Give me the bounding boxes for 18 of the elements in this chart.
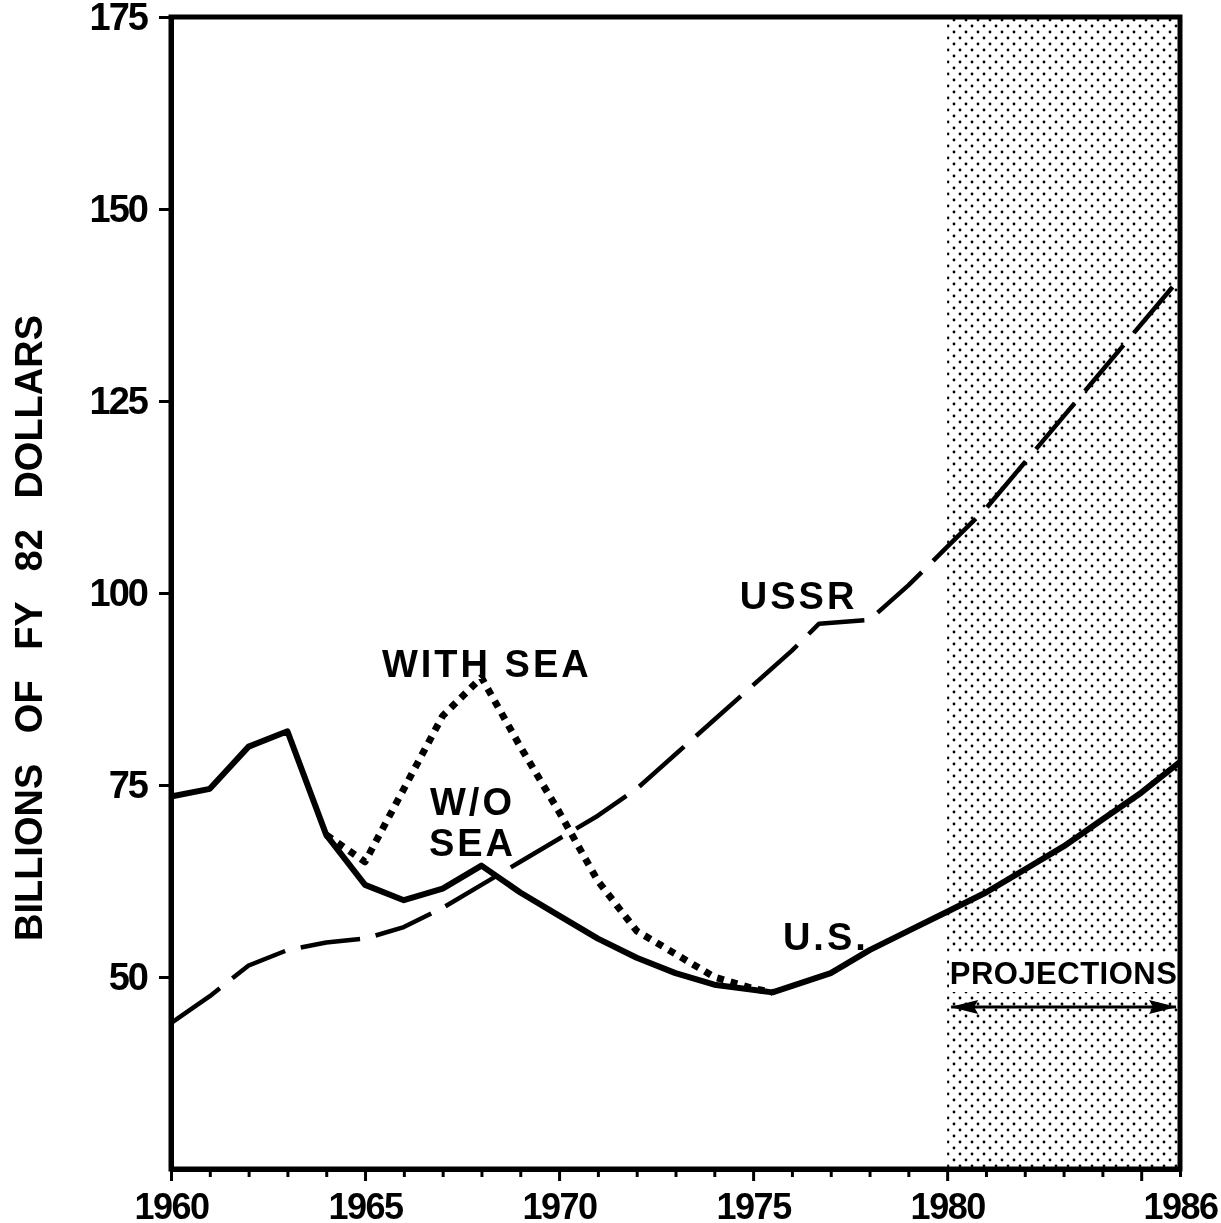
x-tick-label: 1975 <box>716 1186 793 1223</box>
y-tick-label: 100 <box>89 571 148 614</box>
y-tick-label: 75 <box>108 763 149 806</box>
annotation: W/O SEA <box>428 780 517 864</box>
y-axis-title: BILLIONS OF FY 82 DOLLARS <box>8 314 50 942</box>
series-label: U.S. <box>782 915 869 958</box>
x-tick-label: 1986 <box>1143 1186 1219 1223</box>
x-tick-label: 1965 <box>328 1186 405 1223</box>
x-tick-label: 1980 <box>910 1186 986 1223</box>
y-tick-label: 50 <box>108 955 148 998</box>
y-tick-label: 175 <box>89 0 149 38</box>
y-tick-label: 150 <box>89 187 148 230</box>
series-label: USSR <box>739 575 858 617</box>
band-label: PROJECTIONS <box>949 956 1178 991</box>
y-tick-label: 125 <box>89 379 149 422</box>
x-tick-label: 1970 <box>522 1186 598 1223</box>
series-label: WITH SEA <box>381 643 592 686</box>
x-tick-label: 1960 <box>134 1186 210 1223</box>
